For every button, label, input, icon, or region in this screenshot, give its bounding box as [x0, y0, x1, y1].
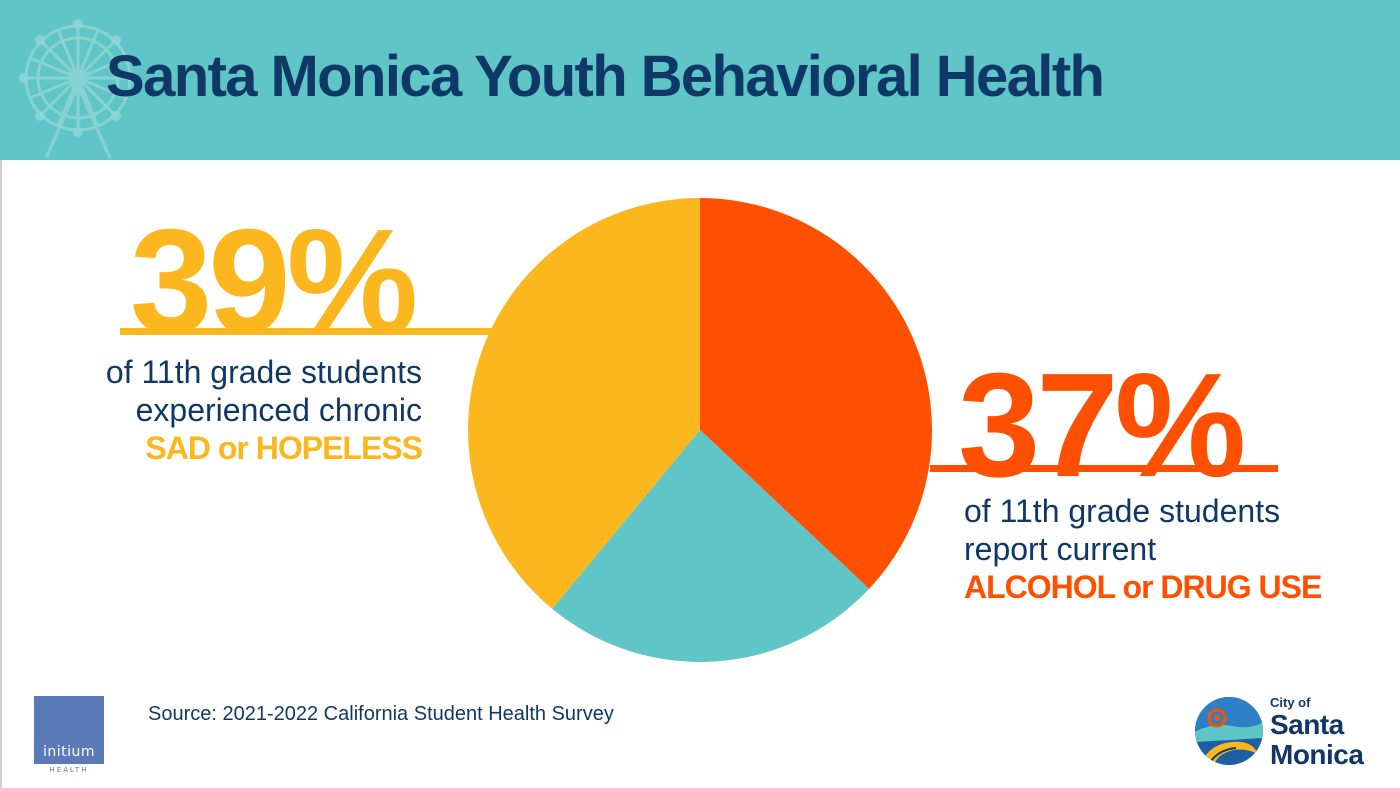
ferris-wheel-icon	[19, 19, 137, 159]
initium-logo-sub: HEALTH	[49, 766, 89, 774]
right-stat-value: 37%	[958, 343, 1246, 508]
left-stat-line1: of 11th grade students	[105, 354, 422, 390]
source-citation: Source: 2021-2022 California Student Hea…	[148, 703, 614, 725]
city-logo-text: City of Santa Monica	[1270, 695, 1364, 770]
left-stat-value: 39%	[130, 199, 418, 364]
right-stat-description: of 11th grade students report current AL…	[964, 492, 1322, 606]
city-logo-line2: Monica	[1270, 739, 1364, 770]
initium-logo-box: initium	[34, 696, 104, 764]
city-logo-line1: Santa	[1270, 709, 1344, 740]
left-stat-rule	[120, 328, 492, 335]
left-stat-line2: experienced chronic	[135, 392, 422, 428]
pie-slice-3	[467, 198, 700, 609]
right-stat-line2: report current	[964, 531, 1157, 567]
initium-logo-word: initium	[42, 744, 96, 760]
left-stat-emphasis: SAD or HOPELESS	[145, 430, 423, 466]
pie-slice-1	[700, 198, 932, 589]
right-stat-emphasis: ALCOHOL or DRUG USE	[964, 569, 1322, 605]
city-of-santa-monica-logo: City of Santa Monica	[1194, 694, 1384, 774]
right-stat-rule	[930, 465, 1278, 472]
city-seal-icon	[1195, 697, 1263, 765]
right-stat-line1: of 11th grade students	[964, 493, 1281, 529]
header-banner: Santa Monica Youth Behavioral Health	[0, 0, 1400, 160]
pie-slice-2	[552, 430, 870, 662]
left-edge-divider	[0, 160, 2, 788]
pie-chart	[467, 198, 932, 662]
page-title: Santa Monica Youth Behavioral Health	[106, 44, 1105, 109]
initium-logo-icon: initium HEALTH	[34, 696, 104, 776]
left-stat-description: of 11th grade students experienced chron…	[105, 353, 423, 467]
city-logo-small: City of	[1270, 695, 1311, 710]
